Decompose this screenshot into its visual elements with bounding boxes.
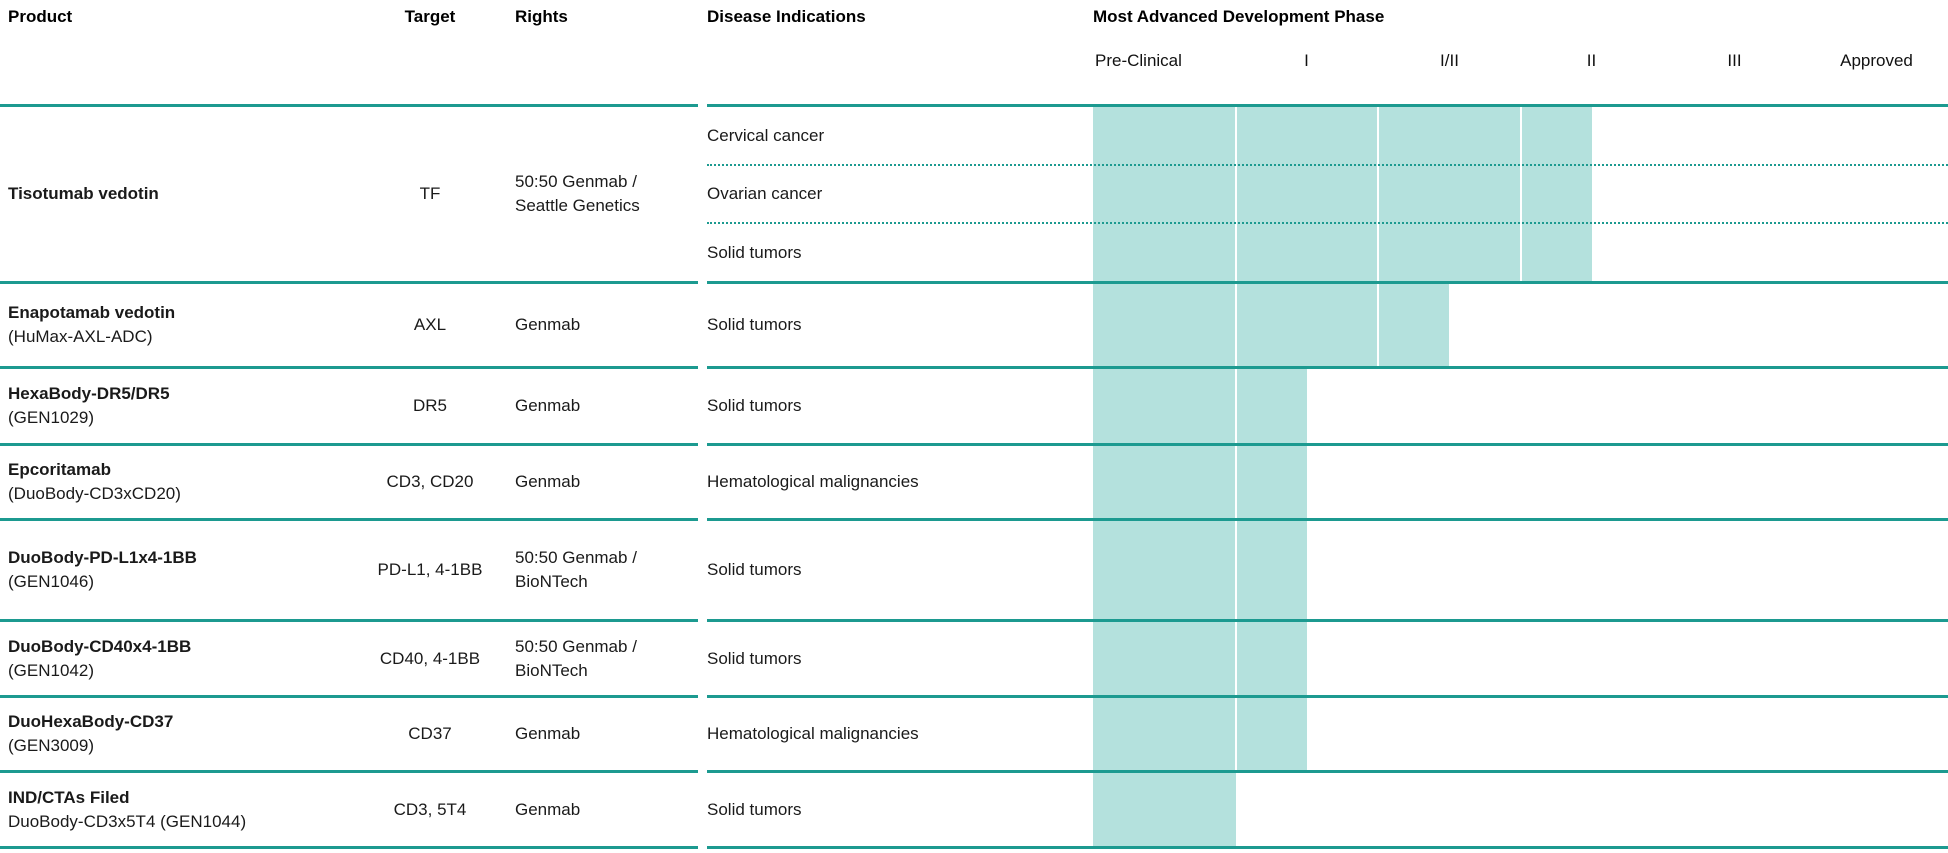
- row-divider-line: [707, 281, 1948, 284]
- target-cell: CD3, CD20: [386, 472, 474, 491]
- product-subname: (GEN1046): [8, 572, 94, 591]
- product-subname: (HuMax-AXL-ADC): [8, 327, 153, 346]
- target-cell: CD37: [408, 724, 452, 743]
- row-divider-line: [0, 443, 698, 446]
- rights-cell: 50:50 Genmab / Seattle Genetics: [515, 172, 640, 215]
- phase-bar-gen1042: [1093, 619, 1307, 698]
- rights-cell: 50:50 Genmab / BioNTech: [515, 636, 637, 680]
- row-divider-line: [0, 619, 698, 622]
- phase-label-preclinical: Pre-Clinical: [1095, 51, 1182, 70]
- phase-column-divider: [1234, 366, 1237, 446]
- row-divider-line: [0, 366, 698, 369]
- target-cell: CD3, 5T4: [393, 799, 467, 819]
- product-name: Enapotamab vedotin: [8, 303, 176, 322]
- product-name: DuoBody-PD-L1x4-1BB: [8, 548, 197, 567]
- indication-cell: Solid tumors: [707, 396, 802, 415]
- row-divider-line: [707, 846, 1948, 849]
- product-subname: (DuoBody-CD3xCD20): [8, 484, 181, 503]
- product-name: DuoBody-CD40x4-1BB: [8, 636, 192, 656]
- row-divider-line: [0, 770, 698, 773]
- indication-cell: Hematological malignancies: [707, 724, 919, 743]
- target-cell: TF: [419, 184, 441, 203]
- indication-cell: Cervical cancer: [707, 125, 825, 145]
- product-name: IND/CTAs Filed: [8, 787, 130, 807]
- phase-column-divider: [1377, 281, 1379, 369]
- phase-column-divider: [1234, 281, 1237, 369]
- product-cell: Tisotumab vedotin: [8, 107, 348, 281]
- phase-bar-enapotamab: [1093, 281, 1450, 369]
- phase-column-divider: [1234, 695, 1237, 773]
- column-header-rights: Rights: [515, 7, 568, 26]
- row-divider-line: [0, 695, 698, 698]
- phase-bar-tisotumab: [1093, 104, 1592, 284]
- column-header-disease-indications: Disease Indications: [707, 7, 866, 26]
- indication-cell: Solid tumors: [707, 242, 802, 262]
- product-cell: IND/CTAs Filed DuoBody-CD3x5T4 (GEN1044): [8, 773, 348, 846]
- product-subname: (GEN3009): [8, 736, 94, 755]
- product-cell: DuoHexaBody-CD37 (GEN3009): [8, 698, 348, 770]
- product-name: HexaBody-DR5/DR5: [8, 384, 170, 403]
- product-subname: (GEN1042): [8, 660, 94, 680]
- indication-dotted-divider: [707, 222, 1948, 224]
- row-divider-line: [0, 518, 698, 521]
- product-cell: Enapotamab vedotin (HuMax-AXL-ADC): [8, 284, 348, 366]
- product-name: Tisotumab vedotin: [8, 184, 159, 203]
- target-cell: PD-L1, 4-1BB: [377, 560, 483, 579]
- row-divider-line: [0, 846, 698, 849]
- product-subname: DuoBody-CD3x5T4 (GEN1044): [8, 811, 247, 831]
- row-divider-line: [707, 619, 1948, 622]
- row-divider-line: [707, 366, 1948, 369]
- product-cell: Epcoritamab (DuoBody-CD3xCD20): [8, 446, 348, 518]
- row-divider-line: [707, 695, 1948, 698]
- indication-dotted-divider: [707, 164, 1948, 166]
- product-name: Epcoritamab: [8, 460, 111, 479]
- product-name: DuoHexaBody-CD37: [8, 712, 174, 731]
- indication-cell: Solid tumors: [707, 648, 802, 668]
- target-cell: CD40, 4-1BB: [379, 648, 481, 668]
- phase-column-divider: [1519, 104, 1522, 284]
- product-subname: (GEN1029): [8, 408, 94, 427]
- row-divider-line: [707, 770, 1948, 773]
- phase-column-divider: [1234, 518, 1237, 622]
- indication-cell: Solid tumors: [707, 315, 802, 334]
- phase-column-divider: [1234, 443, 1237, 521]
- phase-column-divider: [1377, 104, 1379, 284]
- row-divider-line: [707, 104, 1948, 107]
- rights-cell: 50:50 Genmab / BioNTech: [515, 548, 637, 591]
- phase-bar-gen1046: [1093, 518, 1307, 622]
- row-divider-line: [0, 281, 698, 284]
- rights-cell: Genmab: [515, 472, 581, 491]
- phase-label-1-2: I/II: [1440, 51, 1459, 70]
- phase-label-1: I: [1304, 51, 1309, 70]
- column-header-target: Target: [404, 7, 456, 26]
- phase-bar-gen1044: [1093, 770, 1236, 849]
- product-cell: DuoBody-CD40x4-1BB (GEN1042): [8, 622, 348, 695]
- indication-cell: Hematological malignancies: [707, 472, 919, 491]
- product-cell: DuoBody-PD-L1x4-1BB (GEN1046): [8, 521, 348, 619]
- column-header-product: Product: [8, 7, 73, 26]
- indication-cell: Solid tumors: [707, 799, 802, 819]
- row-divider-line: [707, 518, 1948, 521]
- phase-column-divider: [1234, 104, 1237, 284]
- indication-cell: Solid tumors: [707, 560, 802, 579]
- target-cell: AXL: [413, 315, 447, 334]
- rights-cell: Genmab: [515, 799, 581, 819]
- product-cell: HexaBody-DR5/DR5 (GEN1029): [8, 369, 348, 443]
- column-header-phase-group: Most Advanced Development Phase: [1093, 7, 1385, 26]
- rights-cell: Genmab: [515, 315, 581, 334]
- phase-label-3: III: [1727, 51, 1742, 70]
- row-divider-line: [707, 443, 1948, 446]
- phase-bar-gen3009: [1093, 695, 1307, 773]
- row-divider-line: [0, 104, 698, 107]
- indication-cell: Ovarian cancer: [707, 184, 823, 203]
- rights-cell: Genmab: [515, 396, 581, 415]
- phase-label-2: II: [1586, 51, 1597, 70]
- phase-label-approved: Approved: [1840, 51, 1913, 70]
- target-cell: DR5: [412, 396, 447, 415]
- phase-bar-epcoritamab: [1093, 443, 1307, 521]
- phase-bar-hexabody-dr5: [1093, 366, 1307, 446]
- rights-cell: Genmab: [515, 724, 581, 743]
- phase-column-divider: [1234, 619, 1237, 698]
